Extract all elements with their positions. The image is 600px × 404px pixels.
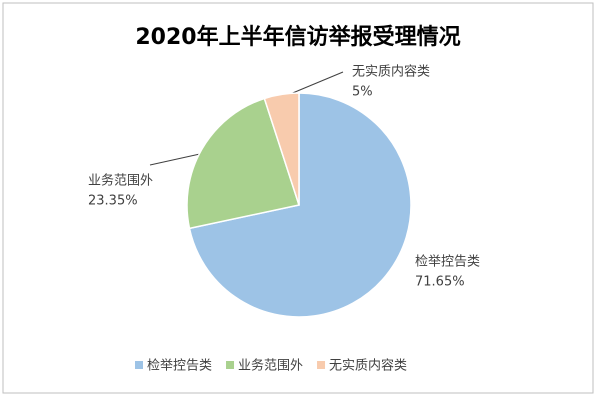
data-label-category: 无实质内容类	[352, 64, 430, 80]
data-label-value: 5%	[352, 85, 373, 100]
data-label-value: 23.35%	[88, 194, 138, 209]
pie-slice	[263, 92, 300, 206]
data-label-category: 检举控告类	[415, 255, 480, 270]
data-label-value: 71.65%	[415, 275, 465, 290]
legend-swatch	[317, 361, 326, 369]
pie-slice	[188, 92, 412, 318]
legend-label: 检举控告类	[147, 359, 212, 374]
legend-swatch	[135, 361, 143, 369]
chart-title: 2020年上半年信访举报受理情况	[135, 24, 460, 50]
pie-slice	[186, 97, 300, 230]
legend-label: 无实质内容类	[329, 358, 407, 374]
data-label-category: 业务范围外	[88, 173, 153, 189]
legend-swatch	[226, 361, 235, 369]
legend-label: 业务范围外	[238, 358, 303, 374]
